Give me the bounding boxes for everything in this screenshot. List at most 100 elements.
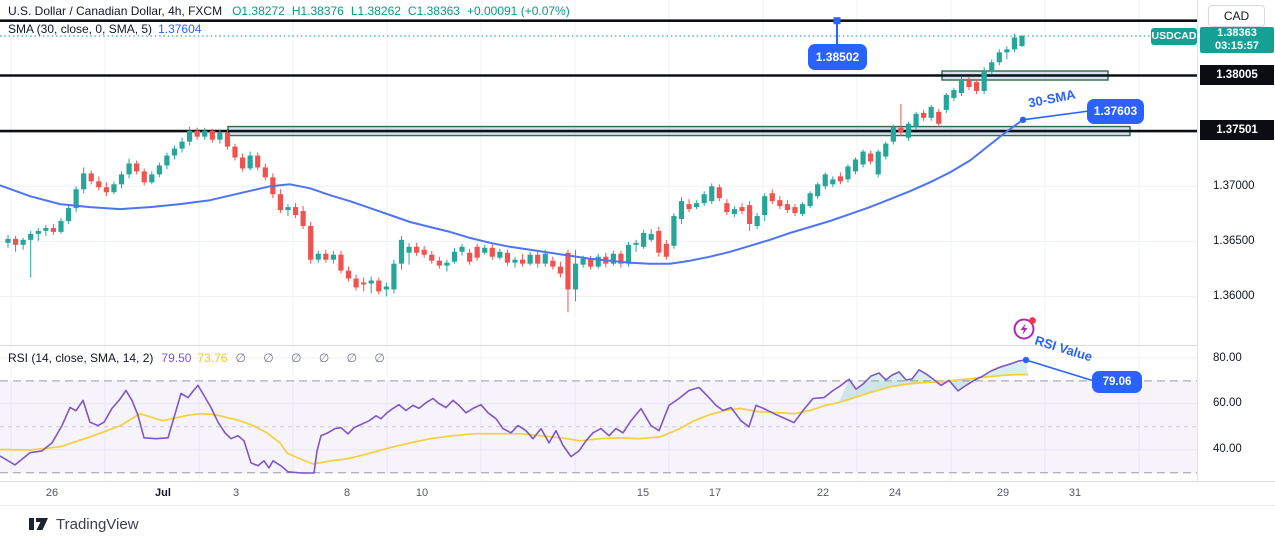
upper-level-price-label[interactable]: 1.38502 — [808, 44, 867, 70]
candle[interactable] — [50, 223, 57, 235]
candle[interactable] — [860, 149, 866, 168]
candle[interactable] — [134, 160, 140, 175]
price-scale[interactable]: CAD 1.38363 03:15:57 1.38005 1.37501 1.3… — [1197, 0, 1275, 506]
candle[interactable] — [209, 128, 215, 143]
candle[interactable] — [550, 256, 556, 270]
candle[interactable] — [641, 229, 647, 249]
candle[interactable] — [716, 184, 722, 202]
candle[interactable] — [875, 149, 881, 178]
sma-callout-price-label[interactable]: 1.37603 — [1087, 99, 1144, 124]
sma-line[interactable] — [0, 118, 1024, 265]
candle[interactable] — [497, 248, 503, 260]
candle[interactable] — [1019, 34, 1025, 48]
candle[interactable] — [572, 249, 579, 302]
rsi-line[interactable] — [0, 359, 1027, 474]
candle[interactable] — [202, 127, 208, 140]
candle[interactable] — [890, 124, 896, 145]
candle[interactable] — [187, 126, 193, 146]
candle[interactable] — [103, 182, 109, 197]
candle[interactable] — [633, 239, 639, 252]
candle[interactable] — [141, 168, 147, 186]
candle[interactable] — [807, 191, 813, 209]
candle[interactable] — [769, 189, 775, 205]
candle[interactable] — [694, 200, 700, 210]
symbol-legend[interactable]: U.S. Dollar / Canadian Dollar, 4h, FXCM O… — [8, 4, 577, 18]
candle[interactable] — [1004, 46, 1010, 60]
candle[interactable] — [482, 244, 488, 255]
candle[interactable] — [868, 150, 874, 165]
candle[interactable] — [149, 171, 155, 185]
candle[interactable] — [504, 249, 511, 266]
candle[interactable] — [308, 221, 314, 264]
rsi-indicator-legend[interactable]: RSI (14, close, SMA, 14, 2) 79.50 73.76 ∅ ∅… — [8, 351, 392, 365]
candle[interactable] — [255, 152, 261, 171]
candle[interactable] — [164, 152, 170, 170]
candle[interactable] — [815, 182, 821, 200]
candle[interactable] — [300, 206, 306, 229]
candle[interactable] — [535, 251, 541, 268]
candle[interactable] — [28, 230, 34, 278]
candle[interactable] — [179, 137, 185, 153]
candle[interactable] — [648, 228, 654, 242]
candle[interactable] — [656, 226, 662, 257]
candle[interactable] — [610, 250, 616, 266]
candle[interactable] — [414, 242, 420, 256]
candle[interactable] — [421, 245, 427, 258]
candle[interactable] — [739, 203, 745, 215]
candle[interactable] — [905, 121, 912, 141]
candle[interactable] — [383, 282, 389, 297]
candle[interactable] — [338, 250, 344, 274]
candle[interactable] — [595, 253, 601, 269]
candle[interactable] — [345, 266, 352, 282]
candle[interactable] — [981, 67, 987, 95]
rsi-sma-line[interactable] — [0, 373, 1028, 465]
candle[interactable] — [822, 172, 828, 190]
candle[interactable] — [966, 77, 972, 91]
candle[interactable] — [701, 191, 707, 207]
candle[interactable] — [391, 259, 397, 294]
candle[interactable] — [96, 176, 102, 191]
candle[interactable] — [224, 129, 231, 150]
candle[interactable] — [73, 186, 79, 213]
candle[interactable] — [777, 196, 783, 210]
candle[interactable] — [247, 151, 253, 171]
symbol-title[interactable]: U.S. Dollar / Canadian Dollar, 4h, FXCM — [8, 4, 223, 18]
rsi-callout-value-label[interactable]: 79.06 — [1092, 371, 1142, 393]
candle[interactable] — [799, 202, 806, 217]
candle[interactable] — [663, 239, 669, 260]
candle[interactable] — [459, 243, 465, 256]
candle[interactable] — [398, 235, 405, 270]
candle[interactable] — [837, 172, 843, 185]
candle[interactable] — [943, 93, 949, 113]
candle[interactable] — [784, 200, 791, 214]
alert-lightning-icon[interactable] — [1012, 315, 1039, 341]
candle[interactable] — [512, 256, 518, 268]
candle[interactable] — [565, 249, 571, 313]
candle[interactable] — [5, 234, 11, 248]
candle[interactable] — [671, 213, 677, 249]
candle[interactable] — [1011, 33, 1018, 53]
candle[interactable] — [171, 145, 178, 160]
time-axis[interactable]: 26 Jul 3 8 10 15 17 22 24 29 31 — [0, 481, 1275, 506]
candle[interactable] — [973, 79, 980, 95]
price-chart-canvas[interactable] — [0, 0, 1197, 481]
candle[interactable] — [194, 127, 200, 140]
candle[interactable] — [845, 164, 851, 183]
candle[interactable] — [368, 276, 374, 294]
candle[interactable] — [12, 235, 19, 252]
tradingview-logo[interactable]: TradingView — [27, 513, 139, 535]
candle[interactable] — [830, 176, 836, 188]
candle[interactable] — [444, 259, 450, 272]
candle[interactable] — [232, 143, 238, 161]
pane-separator[interactable] — [0, 345, 1275, 346]
candle[interactable] — [262, 163, 268, 181]
candle[interactable] — [126, 158, 132, 179]
candle[interactable] — [724, 199, 730, 216]
candle[interactable] — [852, 157, 859, 175]
candle[interactable] — [292, 203, 299, 219]
currency-toggle-button[interactable]: CAD — [1208, 5, 1265, 27]
candle[interactable] — [376, 277, 382, 295]
candle[interactable] — [921, 109, 927, 121]
candle[interactable] — [81, 167, 87, 194]
candle[interactable] — [928, 104, 934, 121]
